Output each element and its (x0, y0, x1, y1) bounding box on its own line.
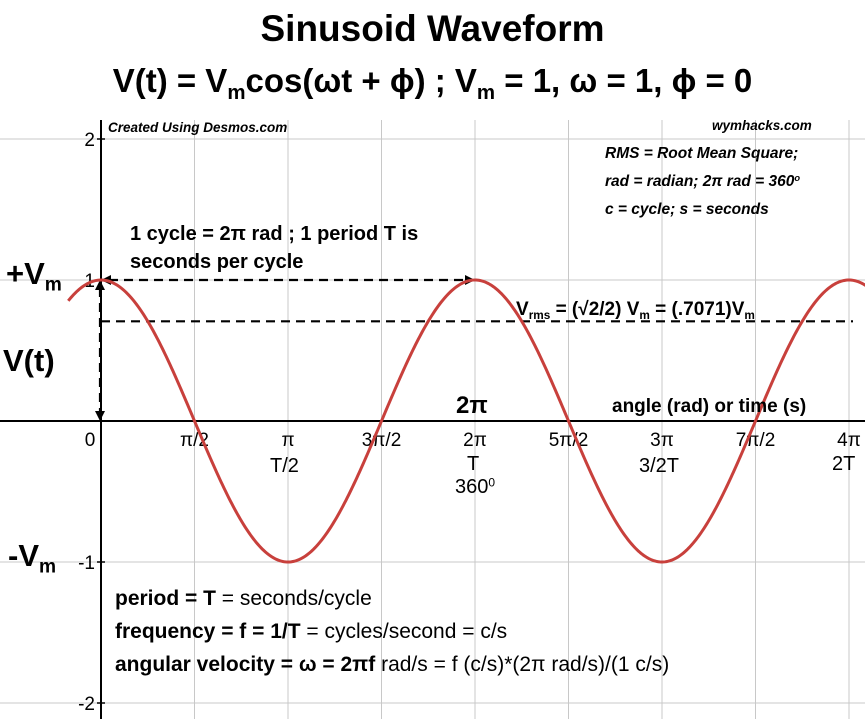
x-tick-label: 3π/2 (362, 430, 402, 451)
chart-equation: V(t) = Vmcos(ωt + ϕ) ; Vm = 1, ω = 1, ϕ … (112, 62, 753, 105)
label-plus-vm: +Vm (6, 256, 62, 296)
x-tick-label: 4π (837, 430, 861, 451)
cosine-curve (67, 278, 865, 564)
formulas: period = T = seconds/cycle frequency = f… (115, 582, 669, 681)
y-tick-label: -1 (78, 553, 95, 574)
tick-sub-3-2T: 3/2T (639, 455, 680, 477)
note-cycle: c = cycle; s = seconds (605, 201, 769, 218)
two-pi-label: 2π (456, 392, 488, 419)
x-tick-label: π (281, 430, 294, 451)
notes-box: RMS = Root Mean Square; rad = radian; 2π… (605, 140, 800, 224)
chart-title: Sinusoid Waveform (260, 8, 605, 49)
label-vt: V(t) (3, 343, 55, 378)
formula-period: period = T = seconds/cycle (115, 587, 372, 610)
note-rad: rad = radian; 2π rad = 360o (605, 172, 801, 190)
formula-frequency: frequency = f = 1/T = cycles/second = c/… (115, 620, 508, 643)
axes (0, 120, 865, 719)
y-tick-label: 2 (84, 130, 95, 151)
tick-sub-T: T (467, 453, 480, 475)
x-tick-label: 3π (650, 430, 674, 451)
label-minus-vm: -Vm (8, 538, 57, 578)
credit-desmos: Created Using Desmos.com (108, 120, 288, 135)
cycle-note: 1 cycle = 2π rad ; 1 period T is seconds… (130, 223, 419, 273)
tick-sub-2T: 2T (832, 453, 856, 475)
tick-sub-360: 3600 (455, 475, 496, 498)
x-tick-label: 7π/2 (736, 430, 776, 451)
x-tick-label: 0 (85, 430, 96, 451)
amplitude-arrow-bottom-head (95, 411, 105, 421)
credit-site: wymhacks.com (712, 118, 812, 133)
amplitude-arrow-top-head (95, 280, 105, 290)
x-tick-label: 5π/2 (549, 430, 589, 451)
y-tick-label: -2 (78, 694, 95, 715)
x-tick-label: 2π (463, 430, 487, 451)
formula-angular-velocity: angular velocity = ω = 2πf rad/s = f (c/… (115, 653, 670, 676)
axis-title: angle (rad) or time (s) (612, 396, 807, 417)
rms-label: Vrms = (√2/2) Vm = (.7071)Vm (516, 299, 755, 323)
tick-sub-T-half: T/2 (270, 455, 299, 477)
note-rms: RMS = Root Mean Square; (605, 145, 799, 162)
